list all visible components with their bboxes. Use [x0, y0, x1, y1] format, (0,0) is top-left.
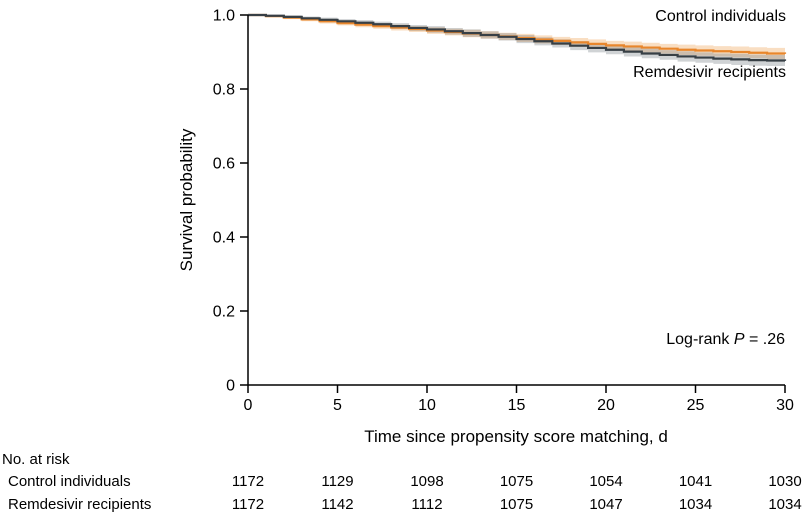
x-tick-label: 15	[508, 397, 526, 414]
risk-count: 1041	[678, 473, 713, 490]
risk-count: 1075	[499, 496, 534, 513]
y-tick-label: 0.2	[213, 304, 235, 321]
risk-count: 1172	[231, 496, 265, 513]
y-tick-label: 0.6	[213, 156, 235, 173]
y-axis-label: Survival probability	[177, 128, 196, 272]
logrank-value: = .26	[744, 331, 785, 348]
risk-count: 1054	[589, 473, 623, 490]
x-tick-label: 5	[333, 397, 342, 414]
risk-count: 1112	[411, 496, 443, 513]
y-tick-label: 0.8	[213, 82, 235, 99]
x-tick-label: 30	[776, 397, 794, 414]
x-axis-label: Time since propensity score matching, d	[364, 427, 668, 446]
x-tick-label: 25	[687, 397, 705, 414]
logrank-annotation: Log-rank P = .26	[666, 331, 785, 349]
risk-table-title: No. at risk	[2, 451, 70, 468]
x-tick-label: 20	[597, 397, 615, 414]
x-tick-label: 10	[418, 397, 436, 414]
logrank-prefix: Log-rank	[666, 331, 734, 348]
risk-count: 1034	[678, 496, 713, 513]
y-tick-label: 0.4	[213, 230, 235, 247]
x-tick-label: 0	[244, 397, 253, 414]
risk-row-label-remdesivir: Remdesivir recipients	[8, 496, 152, 513]
y-tick-label: 1.0	[213, 8, 235, 25]
risk-row-label-control: Control individuals	[8, 473, 131, 490]
curve-label-control-individuals: Control individuals	[655, 8, 786, 25]
risk-count: 1098	[410, 473, 444, 490]
risk-count: 1172	[231, 473, 265, 490]
logrank-p-symbol: P	[733, 331, 745, 348]
risk-count: 1142	[321, 496, 354, 513]
survival-curve-remdesivir-recipients	[248, 13, 787, 62]
y-tick-label: 0	[226, 378, 235, 395]
risk-count: 1034	[768, 496, 802, 513]
km-chart-svg: 0 0.2 0.4 0.6 0.8 1.0 0 5 10 15 20 25 30	[213, 8, 794, 415]
risk-count: 1129	[321, 473, 354, 490]
risk-count: 1075	[499, 473, 534, 490]
risk-count: 1047	[589, 496, 623, 513]
curve-label-remdesivir-recipients: Remdesivir recipients	[633, 64, 786, 81]
risk-count: 1030	[768, 473, 802, 490]
